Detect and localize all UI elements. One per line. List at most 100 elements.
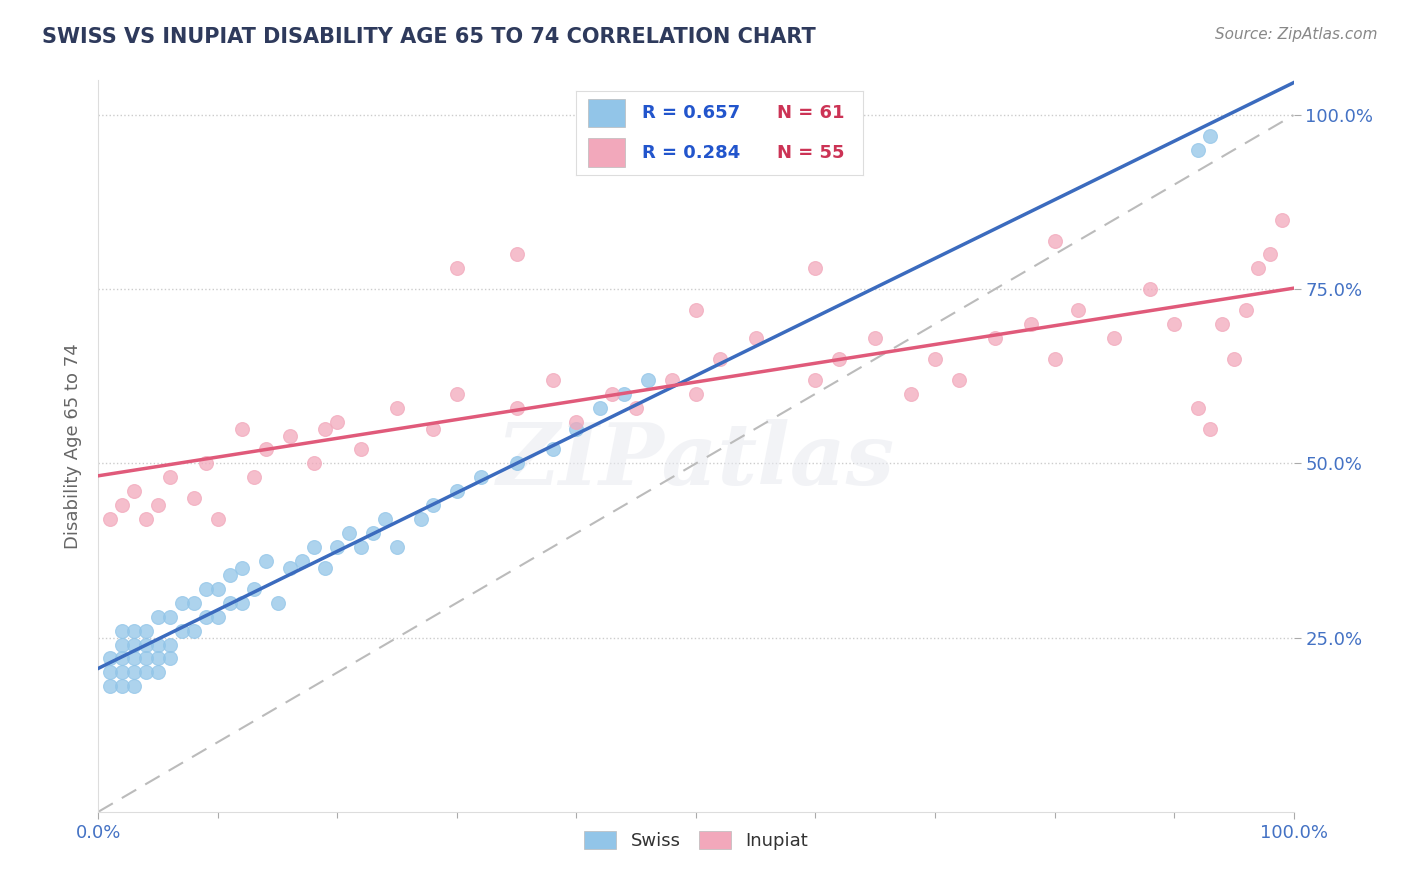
Point	[231, 561, 253, 575]
Point	[541, 442, 564, 457]
Point	[1211, 317, 1233, 331]
Point	[1234, 303, 1257, 318]
Point	[135, 665, 157, 680]
Point	[231, 421, 253, 435]
Point	[385, 540, 409, 554]
Point	[243, 582, 266, 596]
Point	[148, 651, 170, 665]
Point	[124, 484, 146, 499]
Point	[254, 554, 277, 568]
Point	[278, 561, 301, 575]
Point	[183, 624, 205, 638]
Point	[111, 679, 134, 693]
Point	[804, 373, 827, 387]
Point	[984, 331, 1007, 345]
Point	[363, 526, 385, 541]
Point	[267, 596, 290, 610]
Point	[148, 665, 170, 680]
Point	[422, 498, 444, 512]
Point	[865, 331, 887, 345]
Point	[159, 609, 181, 624]
Point	[172, 624, 194, 638]
Point	[207, 609, 229, 624]
Point	[1043, 234, 1066, 248]
Point	[339, 526, 361, 541]
Point	[111, 651, 134, 665]
Point	[207, 582, 229, 596]
Point	[195, 582, 218, 596]
Point	[1223, 351, 1246, 366]
Point	[1258, 247, 1281, 261]
Point	[172, 596, 194, 610]
Point	[446, 386, 468, 401]
Point	[302, 540, 325, 554]
Point	[124, 638, 146, 652]
Point	[685, 386, 707, 401]
Text: ZIPatlas: ZIPatlas	[496, 419, 896, 502]
Point	[589, 401, 612, 415]
Point	[254, 442, 277, 457]
Point	[1199, 128, 1222, 143]
Point	[385, 401, 409, 415]
Point	[804, 261, 827, 276]
Point	[302, 457, 325, 471]
Point	[709, 351, 731, 366]
Point	[446, 261, 468, 276]
Point	[98, 512, 122, 526]
Point	[159, 651, 181, 665]
Text: Source: ZipAtlas.com: Source: ZipAtlas.com	[1215, 27, 1378, 42]
Point	[278, 428, 301, 442]
Point	[124, 651, 146, 665]
Point	[148, 498, 170, 512]
Point	[195, 457, 218, 471]
Point	[124, 679, 146, 693]
Point	[98, 665, 122, 680]
Point	[602, 386, 624, 401]
Y-axis label: Disability Age 65 to 74: Disability Age 65 to 74	[63, 343, 82, 549]
Point	[219, 567, 242, 582]
Text: SWISS VS INUPIAT DISABILITY AGE 65 TO 74 CORRELATION CHART: SWISS VS INUPIAT DISABILITY AGE 65 TO 74…	[42, 27, 815, 46]
Point	[219, 596, 242, 610]
Point	[111, 638, 134, 652]
Point	[828, 351, 851, 366]
Point	[159, 638, 181, 652]
Point	[183, 596, 205, 610]
Point	[111, 624, 134, 638]
Point	[1139, 282, 1161, 296]
Point	[148, 638, 170, 652]
Point	[350, 442, 373, 457]
Point	[326, 415, 349, 429]
Point	[135, 651, 157, 665]
Point	[1271, 212, 1294, 227]
Point	[422, 421, 444, 435]
Point	[135, 512, 157, 526]
Point	[111, 498, 134, 512]
Point	[1104, 331, 1126, 345]
Point	[446, 484, 468, 499]
Point	[1067, 303, 1090, 318]
Point	[135, 624, 157, 638]
Point	[159, 470, 181, 484]
Point	[506, 401, 529, 415]
Point	[111, 665, 134, 680]
Point	[948, 373, 970, 387]
Point	[626, 401, 648, 415]
Point	[1199, 421, 1222, 435]
Point	[291, 554, 314, 568]
Point	[135, 638, 157, 652]
Point	[207, 512, 229, 526]
Point	[661, 373, 683, 387]
Point	[315, 561, 337, 575]
Point	[506, 247, 529, 261]
Point	[326, 540, 349, 554]
Point	[124, 624, 146, 638]
Point	[195, 609, 218, 624]
Point	[315, 421, 337, 435]
Point	[745, 331, 768, 345]
Point	[541, 373, 564, 387]
Point	[565, 415, 588, 429]
Point	[565, 421, 588, 435]
Point	[1247, 261, 1270, 276]
Point	[183, 491, 205, 506]
Point	[685, 303, 707, 318]
